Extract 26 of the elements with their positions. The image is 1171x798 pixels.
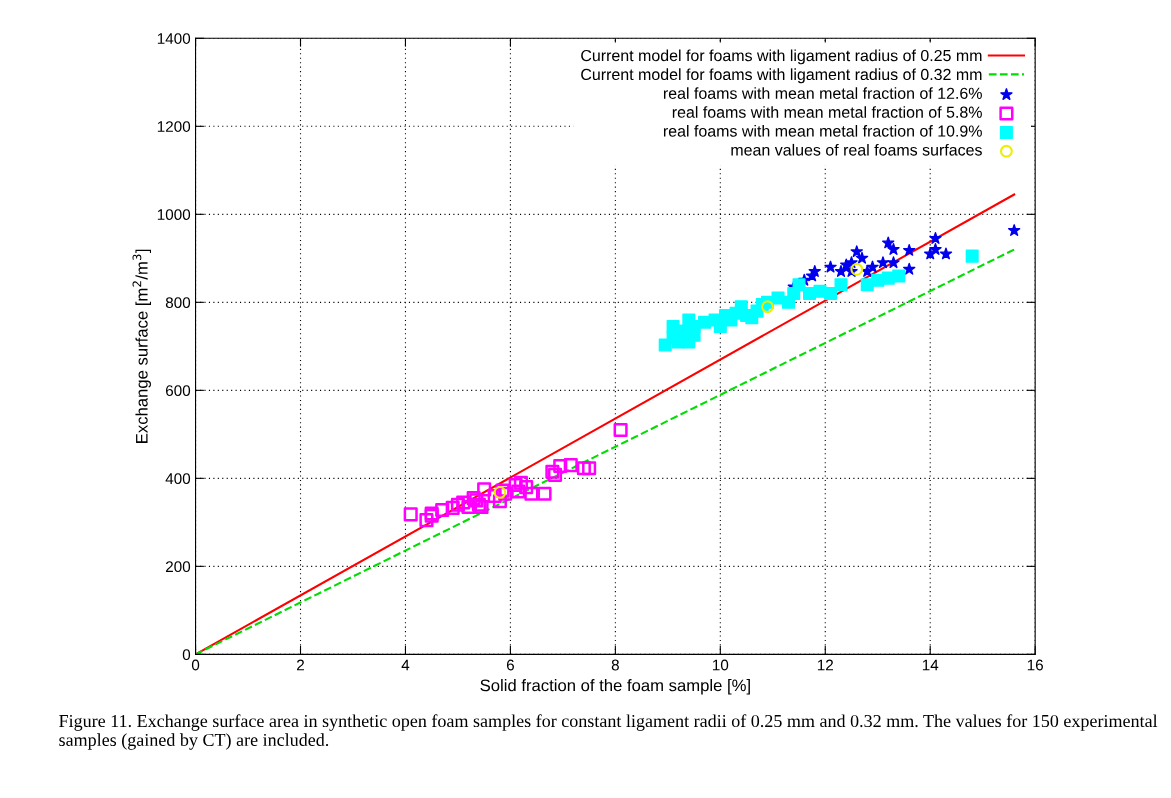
x-tick-label: 4 bbox=[401, 659, 410, 671]
x-tick-label: 12 bbox=[817, 659, 833, 671]
legend-label: mean values of real foams surfaces bbox=[731, 143, 982, 156]
y-tick-label: 200 bbox=[165, 561, 191, 573]
y-tick-label: 400 bbox=[165, 473, 191, 485]
y-tick-label: 0 bbox=[182, 649, 191, 661]
y-tick-label: 1400 bbox=[157, 33, 191, 44]
x-tick-label: 14 bbox=[922, 659, 939, 671]
y-tick-label: 800 bbox=[165, 297, 191, 309]
legend-label: real foams with mean metal fraction of 5.8% bbox=[672, 106, 982, 118]
caption: Figure 11. Exchange surface area in synthetic open foam samples for constant ligament radii of 0.25 mm and 0.32 mm. The values for 150 experimental samples (gained by CT) are included. bbox=[59, 714, 1158, 750]
y-tick-label: 1200 bbox=[157, 121, 191, 132]
y-axis-title: Exchange surface [m$^{2}$/m$^{3}$] bbox=[132, 249, 151, 443]
legend-label: real foams with mean metal fraction of 10.9% bbox=[663, 125, 982, 137]
x-tick-label: 6 bbox=[506, 659, 514, 671]
y-tick-label: 1000 bbox=[157, 209, 191, 221]
x-tick-label: 2 bbox=[297, 659, 304, 671]
y-tick-label: 600 bbox=[165, 385, 191, 397]
x-tick-label: 0 bbox=[191, 659, 200, 671]
x-tick-label: 8 bbox=[611, 659, 619, 671]
legend-label: Current model for foams with ligament radius of 0.25 mm bbox=[581, 49, 982, 65]
x-tick-label: 16 bbox=[1027, 659, 1043, 671]
x-axis-title: Solid fraction of the foam sample [%] bbox=[480, 679, 750, 695]
x-tick-label: 10 bbox=[712, 659, 729, 671]
legend-label: real foams with mean metal fraction of 12.6% bbox=[663, 87, 982, 99]
legend-label: Current model for foams with ligament radius of 0.32 mm bbox=[581, 68, 982, 84]
